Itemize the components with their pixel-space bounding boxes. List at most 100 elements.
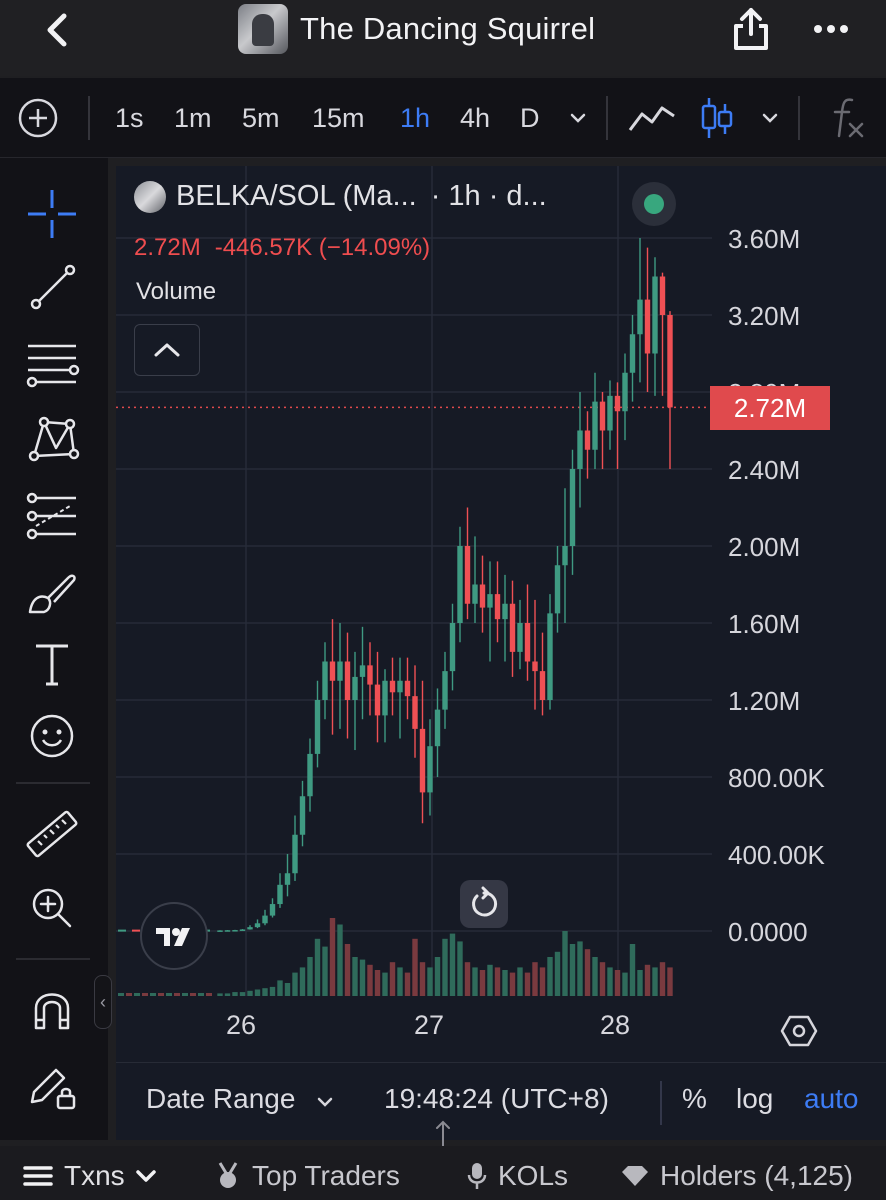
- tab-txns-label: Txns: [64, 1160, 125, 1191]
- volume-bar: [494, 967, 501, 996]
- sidebar-collapse-chevron-icon[interactable]: ‹: [94, 975, 112, 1029]
- volume-bar: [277, 980, 283, 996]
- volume-bar: [182, 993, 188, 996]
- add-indicator-icon[interactable]: [18, 98, 58, 138]
- volume-bar: [419, 962, 426, 996]
- magnet-icon[interactable]: [22, 980, 82, 1040]
- more-options-icon[interactable]: [810, 12, 852, 46]
- text-tool-icon[interactable]: [22, 634, 82, 694]
- toolbar-divider: [88, 96, 90, 140]
- timeframe-15m[interactable]: 15m: [312, 103, 365, 133]
- auto-scale-toggle[interactable]: auto: [804, 1083, 859, 1114]
- candle-body: [269, 904, 276, 916]
- volume-bar: [472, 967, 478, 996]
- timeframe-1h[interactable]: 1h: [400, 103, 431, 133]
- candle-body: [352, 676, 358, 700]
- volume-bar: [667, 967, 673, 996]
- volume-bar: [262, 988, 268, 996]
- timeframe-4h[interactable]: 4h: [460, 103, 491, 133]
- zoom-in-icon[interactable]: [22, 878, 82, 938]
- candlestick-chart[interactable]: 3.60M3.20M2.80M2.40M2.00M1.60M1.20M800.0…: [116, 166, 886, 1062]
- price-axis-label: 2.40M: [728, 455, 800, 485]
- footer-divider: [660, 1081, 662, 1125]
- volume-bar: [652, 967, 658, 996]
- candle-body: [307, 753, 313, 797]
- ruler-measure-icon[interactable]: [22, 804, 82, 864]
- volume-bar: [517, 967, 523, 996]
- crosshair-icon[interactable]: [22, 184, 82, 244]
- volume-bar: [322, 946, 328, 996]
- share-icon[interactable]: [730, 6, 772, 52]
- candle-body: [472, 584, 478, 604]
- emoji-icon[interactable]: [22, 706, 82, 766]
- pair-name: BELKA/SOL (Ma...: [176, 180, 417, 212]
- volume-bar: [487, 964, 493, 996]
- volume-bar: [397, 967, 403, 996]
- date-range-dropdown[interactable]: Date Range: [146, 1083, 296, 1114]
- brush-icon[interactable]: [22, 562, 82, 622]
- volume-bar: [547, 957, 553, 996]
- candle-body: [494, 594, 501, 620]
- timeframe-1s[interactable]: 1s: [115, 103, 144, 133]
- candle-body: [247, 927, 253, 930]
- volume-bar: [217, 993, 223, 996]
- volume-bar: [479, 970, 486, 996]
- chart-type-dropdown-chevron-icon[interactable]: [760, 108, 780, 128]
- candlestick-chart-type-icon[interactable]: [700, 96, 734, 140]
- candle-body: [614, 395, 621, 412]
- sidebar-divider: [16, 958, 90, 960]
- volume-bar: [299, 967, 306, 996]
- toolbar-divider: [798, 96, 800, 140]
- volume-bar: [412, 938, 418, 996]
- candle-body: [277, 884, 283, 905]
- candle-body: [502, 603, 508, 620]
- timeframe-d[interactable]: D: [520, 103, 540, 133]
- volume-readout: 2.72M -446.57K (−14.09%): [134, 234, 430, 262]
- date-range-chevron-icon[interactable]: [316, 1093, 334, 1111]
- timeframe-1m[interactable]: 1m: [174, 103, 212, 133]
- candle-body: [284, 873, 291, 885]
- candle-body: [569, 469, 576, 546]
- reset-chart-icon[interactable]: [460, 880, 508, 928]
- candle-body: [262, 915, 268, 924]
- trend-line-icon[interactable]: [22, 258, 82, 318]
- tab-top-traders-label: Top Traders: [252, 1160, 400, 1191]
- volume-bar: [659, 962, 666, 996]
- candle-body: [299, 796, 306, 835]
- tab-txns[interactable]: Txns: [22, 1160, 157, 1192]
- candle-body: [644, 299, 651, 354]
- percent-scale-toggle[interactable]: %: [682, 1083, 707, 1114]
- pattern-tool-icon[interactable]: [22, 410, 82, 470]
- volume-bar: [382, 972, 388, 996]
- candle-body: [412, 696, 418, 729]
- timeframe-5m[interactable]: 5m: [242, 103, 280, 133]
- tab-top-traders[interactable]: Top Traders: [214, 1160, 400, 1192]
- volume-bar: [592, 957, 598, 996]
- chart-panel[interactable]: 3.60M3.20M2.80M2.40M2.00M1.60M1.20M800.0…: [116, 166, 886, 1140]
- log-scale-toggle[interactable]: log: [736, 1083, 774, 1114]
- volume-bar: [329, 918, 336, 996]
- chart-settings-hexagon-icon[interactable]: [780, 1012, 818, 1050]
- volume-bar: [502, 970, 508, 996]
- volume-change: -446.57K (−14.09%): [214, 234, 431, 261]
- candle-body: [217, 930, 223, 932]
- back-chevron-icon[interactable]: [38, 10, 78, 50]
- line-chart-type-icon[interactable]: [628, 100, 676, 136]
- pair-avatar: [134, 180, 166, 213]
- candle-body: [382, 680, 388, 716]
- indicators-fx-icon[interactable]: [830, 96, 866, 140]
- tradingview-logo-icon[interactable]: [140, 902, 208, 970]
- tab-holders[interactable]: Holders (4,125): [620, 1160, 853, 1192]
- candle-body: [344, 661, 351, 700]
- legend-collapse-button[interactable]: [134, 324, 200, 376]
- volume-bar: [166, 993, 172, 996]
- lock-drawings-icon[interactable]: [22, 1056, 82, 1116]
- fib-retracement-icon[interactable]: [22, 486, 82, 546]
- tab-kols[interactable]: KOLs: [466, 1160, 568, 1192]
- horizontal-lines-icon[interactable]: [22, 334, 82, 394]
- candle-body: [419, 728, 426, 793]
- candle-body: [397, 680, 403, 693]
- volume-bar: [198, 993, 204, 996]
- bottom-tab-bar: Txns Top Traders KOLs Holders (4,125): [0, 1146, 886, 1200]
- timeframe-dropdown-chevron-icon[interactable]: [568, 108, 588, 128]
